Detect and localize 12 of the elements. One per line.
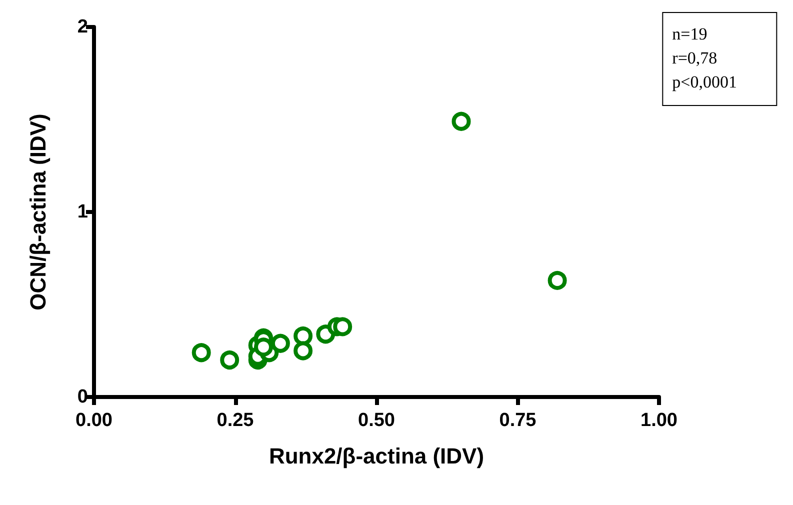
x-axis-title: Runx2/β-actina (IDV) xyxy=(268,444,484,468)
x-tick-label: 0.50 xyxy=(358,410,395,431)
x-tick-label: 0.75 xyxy=(499,410,537,431)
x-tick-label: 0.25 xyxy=(216,410,254,431)
x-tick-label: 0.00 xyxy=(76,410,112,431)
y-tick-label: 2 xyxy=(77,16,88,38)
text: p<0,0001 xyxy=(672,72,738,92)
text: n=19 xyxy=(672,24,708,44)
x-tick-label: 1.00 xyxy=(640,410,678,431)
y-axis-title: OCN/β-actina (IDV) xyxy=(26,114,50,310)
y-tick-label: 1 xyxy=(77,202,88,222)
text: r=0,78 xyxy=(672,48,718,68)
